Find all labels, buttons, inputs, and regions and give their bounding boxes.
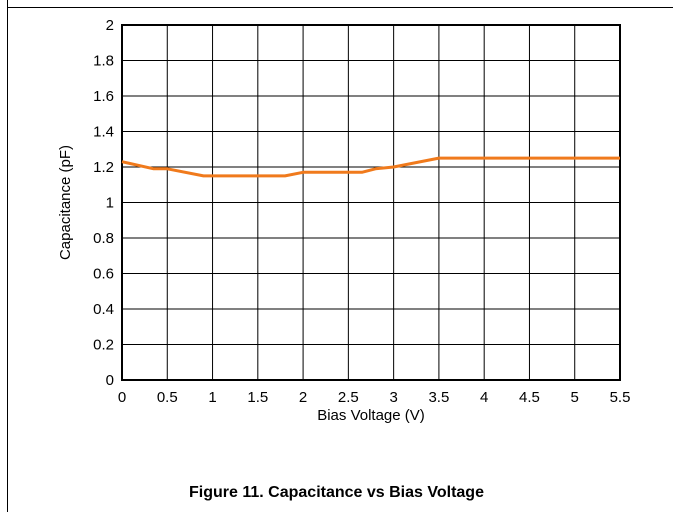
data-series	[121, 156, 620, 178]
y-tick-label: 0.8	[93, 230, 114, 247]
x-tick-label: 4.5	[519, 389, 540, 406]
x-tick-label: 0.5	[157, 389, 178, 406]
x-tick-label: 3.5	[428, 389, 449, 406]
x-tick-label: 2.5	[338, 389, 359, 406]
y-tick-label: 0.2	[93, 337, 114, 354]
grid-lines	[121, 24, 621, 381]
x-tick-label: 5.5	[610, 389, 631, 406]
series-line	[121, 156, 620, 178]
y-tick-label: 0.4	[93, 301, 114, 318]
y-tick-label: 2	[106, 17, 114, 34]
x-tick-label: 1.5	[247, 389, 268, 406]
y-tick-label: 1.6	[93, 88, 114, 105]
y-axis-label: Capacitance (pF)	[57, 145, 74, 260]
x-tick-label: 1	[208, 389, 216, 406]
x-tick-label: 0	[118, 389, 126, 406]
x-tick-label: 5	[571, 389, 579, 406]
x-tick-label: 3	[389, 389, 397, 406]
y-tick-label: 1.4	[93, 124, 114, 141]
x-tick-labels: 0 0.5 1 1.5 2 2.5 3 3.5 4 4.5 5 5.5	[118, 389, 631, 406]
y-tick-labels: 0 0.2 0.4 0.6 0.8 1 1.2 1.4 1.6 1.8 2	[93, 17, 114, 389]
x-axis-label: Bias Voltage (V)	[317, 407, 425, 424]
y-tick-label: 0	[106, 372, 114, 389]
y-tick-label: 1	[106, 195, 114, 212]
capacitance-chart: 0 0.5 1 1.5 2 2.5 3 3.5 4 4.5 5 5.5 0 0.2 0.4 0.6 0.8 1 1.…	[57, 17, 630, 424]
y-tick-label: 1.8	[93, 53, 114, 70]
figure-caption: Figure 11. Capacitance vs Bias Voltage	[189, 484, 484, 501]
y-tick-label: 0.6	[93, 266, 114, 283]
x-tick-label: 4	[480, 389, 488, 406]
plot-area-border	[121, 24, 621, 381]
x-tick-label: 2	[299, 389, 307, 406]
y-tick-label: 1.2	[93, 159, 114, 176]
